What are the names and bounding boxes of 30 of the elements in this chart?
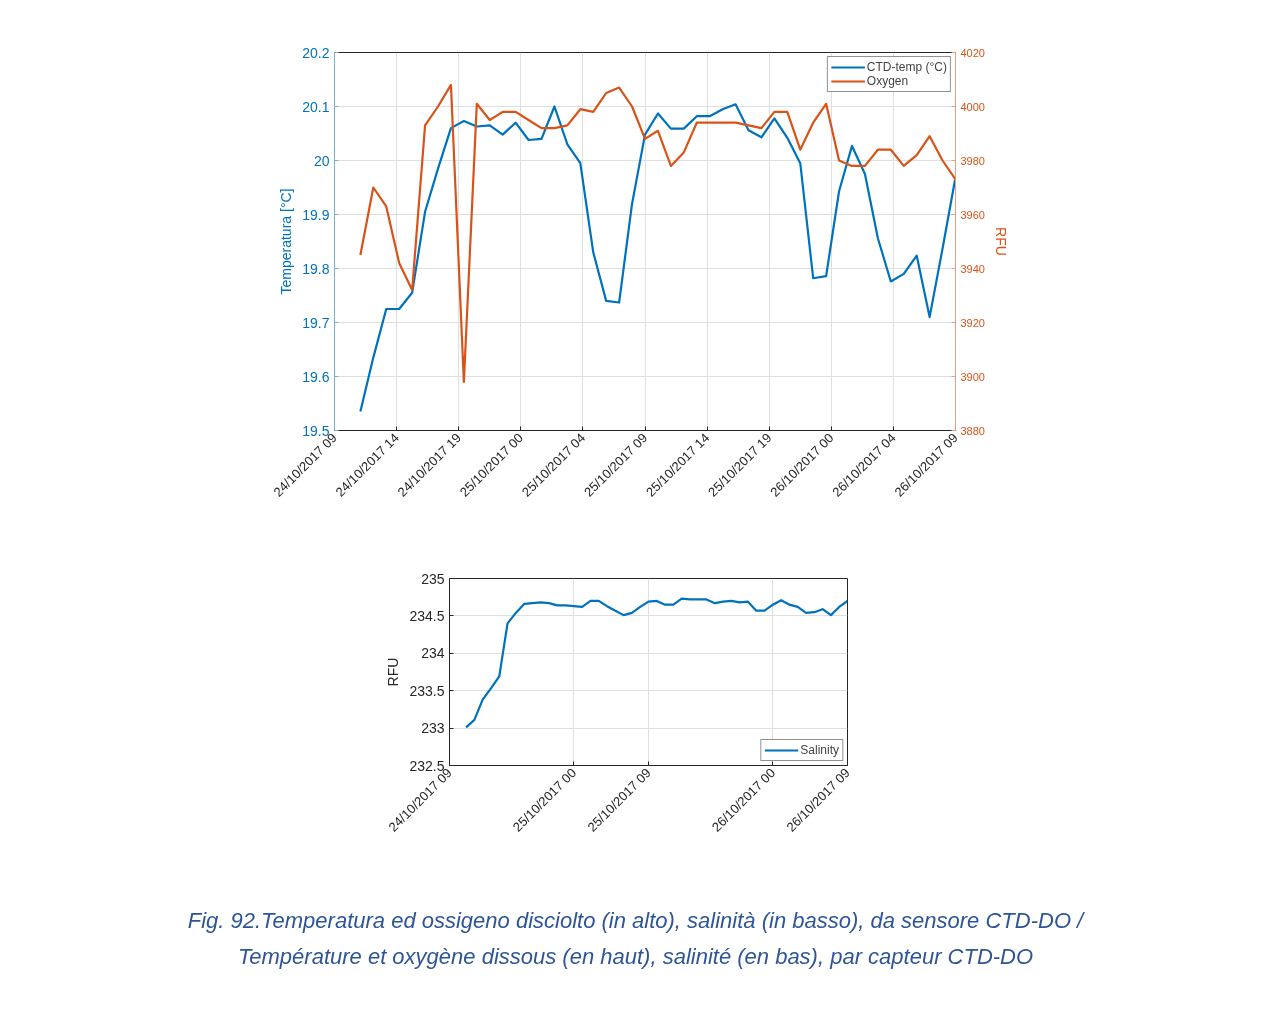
y-tick-label: 19.6	[302, 368, 330, 385]
caption: Fig. 92.Temperatura ed ossigeno disciolto (in alto), salinità (in basso), da sensore CTD-DO /	[187, 908, 1084, 933]
y2-tick-label: 3960	[960, 208, 985, 221]
legend-label: Oxygen	[866, 74, 909, 88]
y-tick-label: 233	[421, 720, 445, 737]
y-tick-label: 19.7	[302, 314, 330, 331]
y2-axis-title: RFU	[992, 227, 1009, 256]
legend-label: Salinity	[800, 743, 839, 757]
line-series	[464, 597, 848, 729]
y2-tick-label: 4020	[960, 46, 985, 59]
y-axis-title: Temperatura [°C]	[278, 188, 295, 295]
y-tick-label: 20	[313, 152, 330, 169]
y-tick-label: 234.5	[409, 607, 445, 624]
legend-label: CTD-temp (°C)	[866, 60, 947, 74]
line-series	[359, 103, 956, 413]
y-tick-label: 235	[421, 570, 445, 587]
text: Température et oxygène dissous (en haut), salinité (en bas), par capteur CTD-DO	[237, 944, 1034, 969]
y-tick-label: 20.2	[302, 44, 330, 61]
y-tick-label: 20.1	[302, 98, 330, 115]
y2-tick-label: 4000	[960, 100, 985, 113]
y-tick-label: 19.8	[302, 260, 330, 277]
y2-tick-label: 3940	[960, 262, 985, 275]
y-tick-label: 233.5	[409, 682, 445, 699]
y2-tick-label: 3900	[960, 370, 985, 383]
y2-tick-label: 3880	[960, 424, 985, 437]
y2-tick-label: 3920	[960, 316, 985, 329]
y-tick-label: 19.9	[302, 206, 330, 223]
y-tick-label: 234	[421, 645, 445, 662]
y2-tick-label: 3980	[960, 154, 985, 167]
y-axis-title: RFU	[385, 657, 402, 687]
